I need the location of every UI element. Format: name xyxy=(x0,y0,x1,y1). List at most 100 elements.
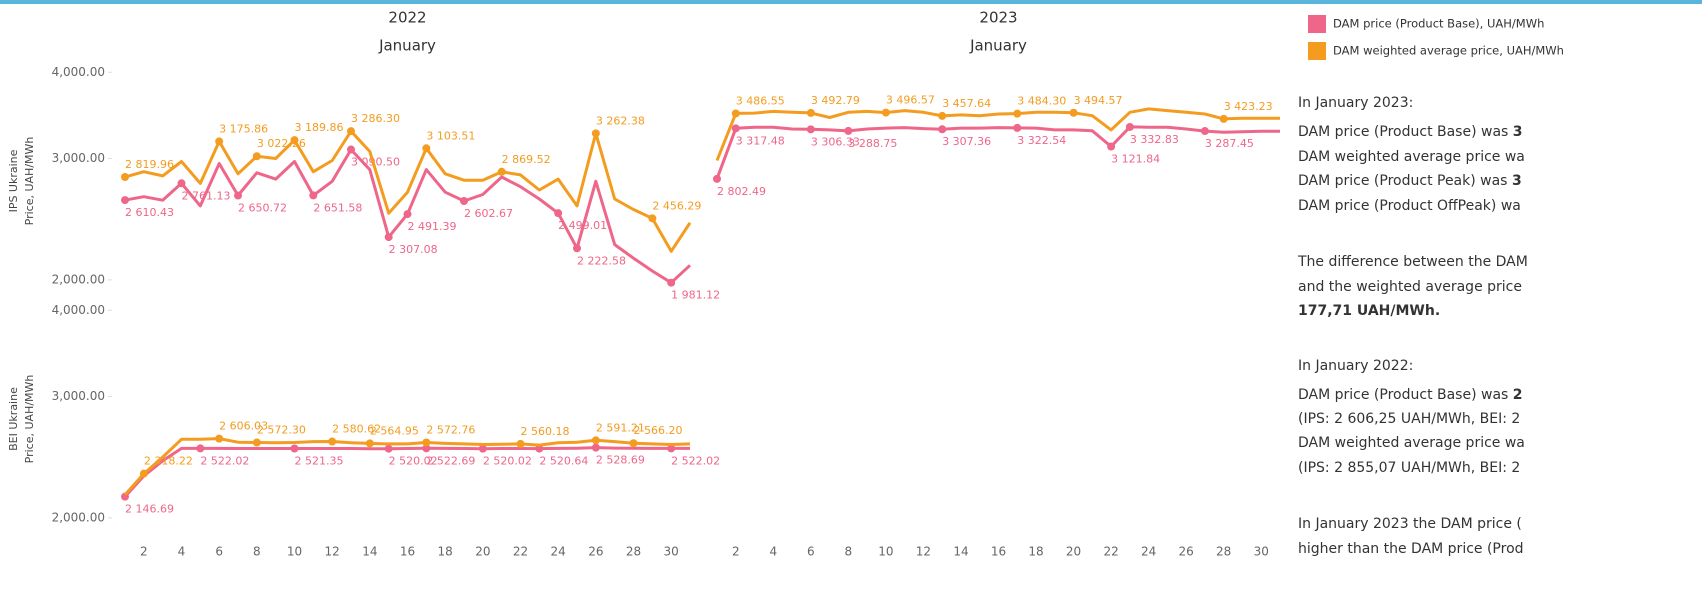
text-segment: 3 xyxy=(1512,124,1523,140)
data-point xyxy=(1219,114,1228,123)
data-label: 2 572.30 xyxy=(257,424,306,437)
data-point xyxy=(806,108,815,117)
x-tick-label: 12 xyxy=(325,545,340,559)
data-point xyxy=(535,444,544,453)
data-label: 2 520.02 xyxy=(483,455,532,468)
x-tick-label: 30 xyxy=(664,545,679,559)
y-tick-label: 3,000.00 xyxy=(52,389,105,403)
series-line xyxy=(715,125,1280,180)
data-label: 1 981.12 xyxy=(671,289,720,302)
x-tick-label: 16 xyxy=(400,545,415,559)
data-point xyxy=(554,209,563,218)
text-segment: The difference between the DAM xyxy=(1298,254,1528,270)
text-line: In January 2023 the DAM price ( xyxy=(1298,516,1522,532)
text-segment: In January 2023 the DAM price ( xyxy=(1298,516,1522,532)
text-segment: and the weighted average price xyxy=(1298,279,1522,295)
x-tick-label: 20 xyxy=(475,545,490,559)
data-label: 3 103.51 xyxy=(426,129,475,142)
x-tick-label: 4 xyxy=(769,545,777,559)
text-line: DAM weighted average price wa xyxy=(1298,435,1525,451)
data-point xyxy=(667,278,676,287)
data-label: 3 307.36 xyxy=(942,135,991,148)
text-line: (IPS: 2 855,07 UAH/MWh, BEI: 2 xyxy=(1298,460,1520,476)
data-label: 3 457.64 xyxy=(942,97,991,110)
data-label: 3 262.38 xyxy=(596,114,645,127)
data-label: 3 121.84 xyxy=(1111,153,1160,166)
data-label: 3 288.75 xyxy=(848,137,897,150)
y-axis-label: BEI Ukraine xyxy=(7,387,20,451)
y-axis-label: Price, UAH/MWh xyxy=(23,375,36,464)
data-label: 3 322.54 xyxy=(1017,134,1066,147)
data-label: 3 175.86 xyxy=(219,122,268,135)
y-axis-label: Price, UAH/MWh xyxy=(23,137,36,226)
data-point xyxy=(290,444,299,453)
data-label: 2 606.03 xyxy=(219,420,268,433)
text-line: DAM weighted average price wa xyxy=(1298,149,1525,165)
x-tick-label: 16 xyxy=(991,545,1006,559)
x-tick-label: 28 xyxy=(626,545,641,559)
text-line: 177,71 UAH/MWh. xyxy=(1298,303,1440,319)
data-label: 2 528.69 xyxy=(596,454,645,467)
data-label: 2 580.62 xyxy=(332,423,381,436)
text-segment: 2 xyxy=(1512,387,1523,403)
x-tick-label: 26 xyxy=(1179,545,1194,559)
data-point xyxy=(403,210,412,219)
data-point xyxy=(1069,108,1078,117)
data-label: 2 222.58 xyxy=(577,254,626,267)
y-tick-label: 4,000.00 xyxy=(52,65,105,79)
data-label: 2 869.52 xyxy=(502,153,551,166)
data-point xyxy=(215,434,224,443)
x-tick-label: 18 xyxy=(1028,545,1043,559)
data-label: 2 610.43 xyxy=(125,206,174,219)
data-point xyxy=(806,125,815,134)
text-line: DAM price (Product Base) was 2 xyxy=(1298,387,1523,403)
text-segment: 3 xyxy=(1511,173,1522,189)
data-point xyxy=(290,136,299,145)
data-label: 2 499.01 xyxy=(558,219,607,232)
data-label: 3 496.57 xyxy=(886,94,935,107)
y-tick-label: 2,000.00 xyxy=(52,510,105,524)
data-point xyxy=(731,124,740,133)
text-segment: In January 2022 xyxy=(1298,358,1409,374)
x-tick-label: 6 xyxy=(807,545,815,559)
x-tick-label: 18 xyxy=(438,545,453,559)
legend-label: DAM weighted average price, UAH/MWh xyxy=(1333,44,1564,58)
data-label: 2 650.72 xyxy=(238,202,287,215)
data-point xyxy=(384,444,393,453)
x-tick-label: 14 xyxy=(953,545,968,559)
data-label: 2 591.21 xyxy=(596,421,645,434)
data-label: 2 566.20 xyxy=(634,424,683,437)
data-point xyxy=(938,111,947,120)
data-point xyxy=(1200,127,1209,136)
data-label: 2 651.58 xyxy=(313,201,362,214)
data-label: 2 602.67 xyxy=(464,207,513,220)
data-label: 2 564.95 xyxy=(370,424,419,437)
x-tick-label: 24 xyxy=(551,545,566,559)
text-segment: : xyxy=(1408,358,1414,374)
data-point xyxy=(365,439,374,448)
x-tick-label: 6 xyxy=(215,545,223,559)
data-label: 3 090.50 xyxy=(351,156,400,169)
x-tick-label: 8 xyxy=(845,545,853,559)
data-point xyxy=(516,439,525,448)
text-segment: In January 2023: xyxy=(1298,95,1414,111)
data-label: 2 146.69 xyxy=(125,503,174,516)
x-tick-label: 26 xyxy=(588,545,603,559)
text-line: and the weighted average price xyxy=(1298,279,1522,295)
text-segment: DAM price (Product Base) was xyxy=(1298,124,1513,140)
x-tick-label: 14 xyxy=(362,545,377,559)
data-point xyxy=(938,125,947,134)
text-segment: higher than the DAM price (Prod xyxy=(1298,541,1524,557)
data-point xyxy=(347,145,355,154)
data-label: 3 306.33 xyxy=(811,135,860,148)
data-point xyxy=(573,244,581,253)
x-tick-label: 22 xyxy=(513,545,528,559)
data-label: 3 332.83 xyxy=(1130,133,1179,146)
data-label: 2 491.39 xyxy=(408,220,457,233)
data-label: 2 522.02 xyxy=(200,454,249,467)
data-label: 2 522.69 xyxy=(426,454,475,467)
y-tick-label: 4,000.00 xyxy=(52,303,105,317)
text-segment: (IPS: 2 606,25 UAH/MWh, BEI: 2 xyxy=(1298,411,1521,427)
text-segment: DAM weighted average price wa xyxy=(1298,149,1525,165)
